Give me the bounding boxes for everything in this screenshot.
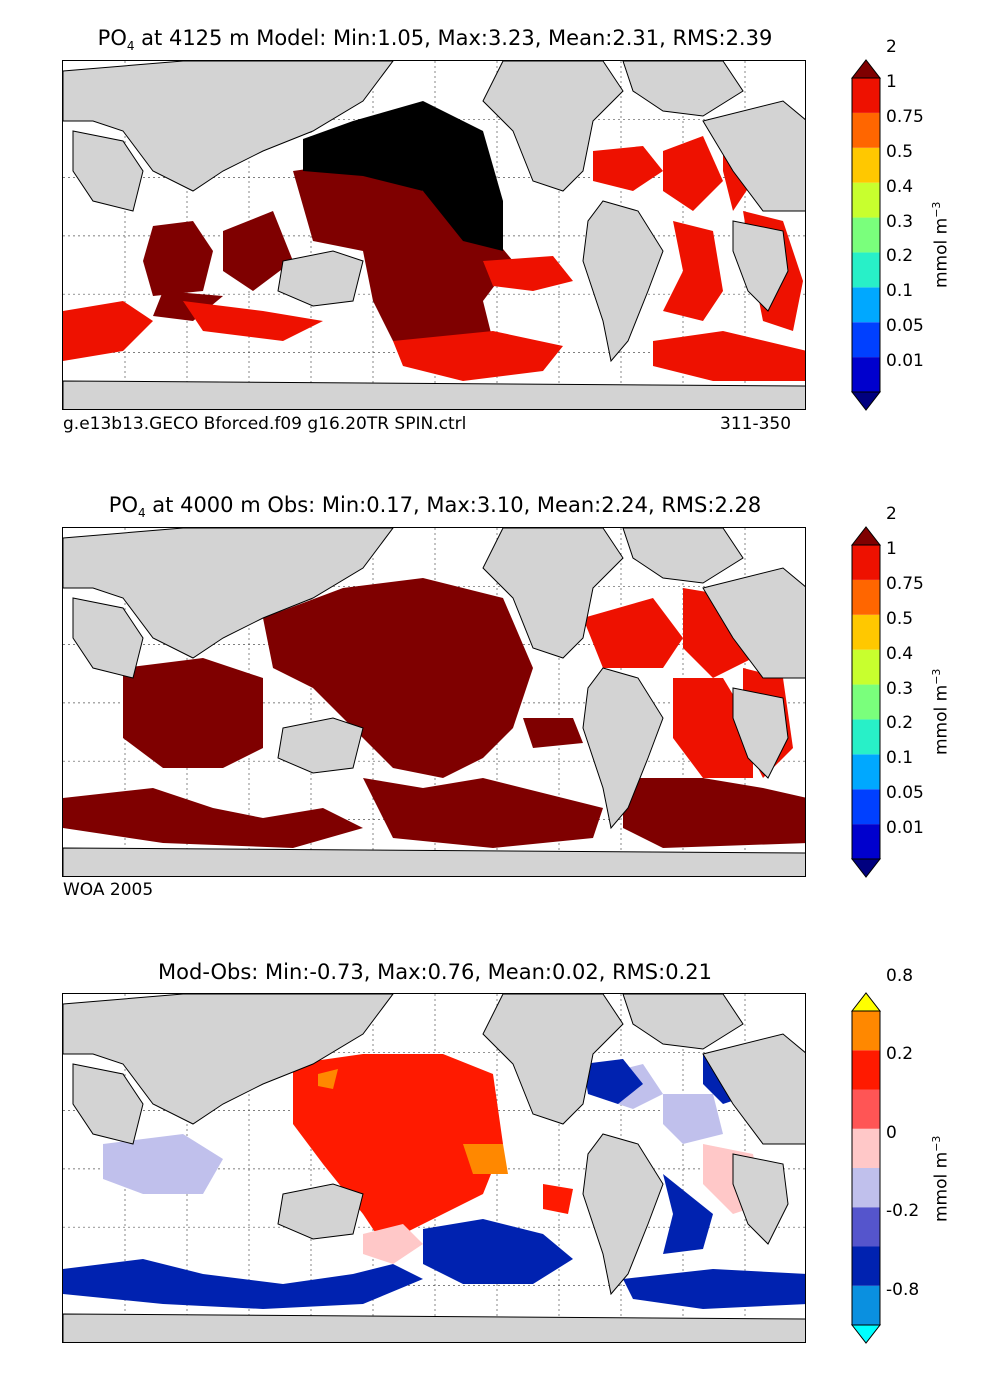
colorbar-bin bbox=[852, 1285, 880, 1325]
colorbar-bin bbox=[852, 579, 880, 615]
colorbar-bin bbox=[852, 147, 880, 183]
colorbar-tick-label: 0.3 bbox=[886, 678, 914, 699]
colorbar-bin bbox=[852, 112, 880, 148]
colorbar-bin bbox=[852, 287, 880, 323]
colorbar-model bbox=[850, 59, 882, 411]
colorbar-bin bbox=[852, 252, 880, 288]
panel-title-obs: PO4 at 4000 m Obs: Min:0.17, Max:3.10, M… bbox=[108, 493, 762, 521]
colorbar-tick-label: 0.2 bbox=[886, 1044, 914, 1065]
colorbar-obs bbox=[850, 526, 882, 878]
field-negative bbox=[63, 1054, 805, 1309]
field-black bbox=[303, 101, 503, 251]
colorbar-tick-label: 0.5 bbox=[886, 608, 914, 629]
colorbar-tick-label: 2 bbox=[886, 37, 897, 58]
colorbar-tick-label: 0.2 bbox=[886, 713, 914, 734]
colorbar-tick-label: 0.1 bbox=[886, 748, 914, 769]
colorbar-tick-label: 0.8 bbox=[886, 965, 914, 986]
colorbar-bin bbox=[852, 545, 880, 580]
map-diff-canvas bbox=[63, 994, 805, 1342]
colorbar-bin bbox=[852, 649, 880, 685]
colorbar-bin bbox=[852, 824, 880, 859]
caption-years: 311-350 bbox=[720, 414, 792, 434]
caption-obs-source: WOA 2005 bbox=[63, 880, 154, 900]
colorbar-bin bbox=[852, 357, 880, 392]
map-obs-canvas bbox=[63, 528, 805, 876]
panel-obs: PO4 at 4000 m Obs: Min:0.17, Max:3.10, M… bbox=[62, 493, 952, 900]
colorbar-tick-label: 0.05 bbox=[886, 316, 924, 337]
colorbar-tick-label: 0.4 bbox=[886, 176, 914, 197]
field-red bbox=[63, 126, 805, 381]
colorbar-tick-label: -0.8 bbox=[886, 1279, 920, 1300]
panel-title-model: PO4 at 4125 m Model: Min:1.05, Max:3.23,… bbox=[97, 26, 773, 54]
colorbar-bin bbox=[852, 1050, 880, 1090]
colorbar-model-canvas bbox=[850, 59, 882, 411]
colorbar-bin bbox=[852, 1168, 880, 1208]
field-positive bbox=[293, 1054, 573, 1244]
field-dark-red bbox=[63, 578, 805, 848]
colorbar-tick-label: 1 bbox=[886, 72, 897, 92]
map-obs bbox=[62, 527, 806, 877]
map-diff bbox=[62, 993, 806, 1343]
colorbar-bin bbox=[852, 322, 880, 358]
colorbar-tick-label: 0.4 bbox=[886, 643, 914, 664]
colorbar-unit-diff: mmol m−3 bbox=[930, 1135, 952, 1222]
colorbar-tick-label: 0.5 bbox=[886, 141, 914, 162]
land bbox=[63, 528, 805, 876]
land bbox=[63, 61, 805, 409]
map-model-canvas bbox=[63, 61, 805, 409]
colorbar-frame bbox=[851, 1010, 881, 1326]
colorbar-bin bbox=[852, 1207, 880, 1247]
colorbar-tick-label: 0.3 bbox=[886, 211, 914, 232]
colorbar-bin bbox=[852, 754, 880, 790]
colorbar-tick-label: 0.1 bbox=[886, 281, 914, 302]
land bbox=[63, 994, 805, 1342]
colorbar-bin bbox=[852, 1128, 880, 1168]
colorbar-extend-max bbox=[850, 992, 882, 1012]
colorbar-frame bbox=[851, 77, 881, 393]
colorbar-extend-min bbox=[850, 1324, 882, 1344]
colorbar-tick-label: 0.75 bbox=[886, 573, 924, 594]
colorbar-tick-label: 0.2 bbox=[886, 246, 914, 267]
colorbar-tick-label: 1 bbox=[886, 539, 897, 559]
caption-run-name: g.e13b13.GECO Bforced.f09 g16.20TR SPIN.… bbox=[63, 414, 467, 434]
colorbar-bin bbox=[852, 789, 880, 825]
colorbar-tick-label: 0 bbox=[886, 1122, 897, 1143]
colorbar-bin bbox=[852, 684, 880, 720]
colorbar-bin bbox=[852, 1089, 880, 1129]
colorbar-bin bbox=[852, 614, 880, 650]
colorbar-tick-label: 0.01 bbox=[886, 351, 924, 372]
colorbar-tick-label: -0.2 bbox=[886, 1201, 920, 1222]
colorbar-obs-canvas bbox=[850, 526, 882, 878]
colorbar-bin bbox=[852, 1011, 880, 1051]
colorbar-bin bbox=[852, 182, 880, 218]
colorbar-diff-canvas bbox=[850, 992, 882, 1344]
colorbar-bin bbox=[852, 1246, 880, 1286]
panel-title-diff: Mod-Obs: Min:-0.73, Max:0.76, Mean:0.02,… bbox=[158, 960, 712, 984]
colorbar-bin bbox=[852, 719, 880, 755]
colorbar-frame bbox=[851, 544, 881, 860]
map-model bbox=[62, 60, 806, 410]
colorbar-tick-label: 0.01 bbox=[886, 818, 924, 839]
colorbar-bin bbox=[852, 217, 880, 253]
colorbar-tick-label: 0.05 bbox=[886, 783, 924, 804]
colorbar-tick-label: 0.75 bbox=[886, 106, 924, 127]
field-orange bbox=[318, 1069, 508, 1174]
colorbar-bin bbox=[852, 78, 880, 113]
colorbar-tick-label: 2 bbox=[886, 504, 897, 525]
colorbar-diff bbox=[850, 992, 882, 1344]
panel-model: PO4 at 4125 m Model: Min:1.05, Max:3.23,… bbox=[0, 0, 995, 460]
